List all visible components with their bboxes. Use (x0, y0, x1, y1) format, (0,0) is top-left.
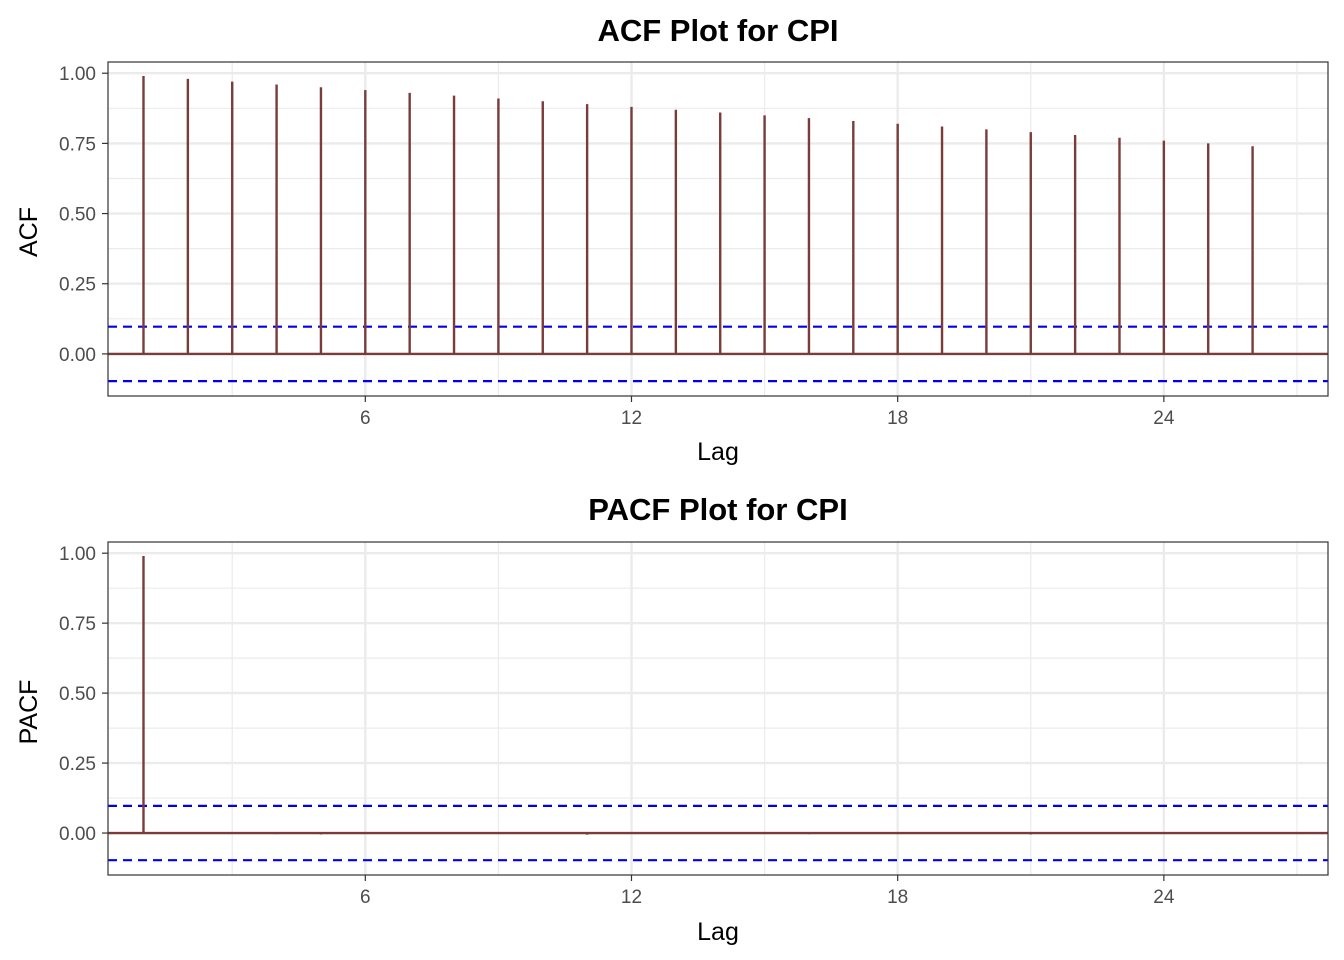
acf-x-tick-label: 6 (360, 408, 371, 429)
pacf-y-tick-label: 0.75 (59, 614, 96, 635)
pacf-panel-background (108, 542, 1328, 875)
pacf-y-tick-label: 0.00 (59, 824, 96, 845)
pacf-x-axis-title: Lag (697, 918, 739, 946)
acf-y-tick-label: 0.75 (59, 134, 96, 155)
pacf-y-tick-label: 0.50 (59, 684, 96, 705)
pacf-chart-title: PACF Plot for CPI (588, 492, 847, 527)
acf-chart-title: ACF Plot for CPI (597, 13, 838, 48)
acf-panel-border (107, 61, 1329, 397)
pacf-panel-border (107, 541, 1329, 876)
acf-y-tick-label: 0.50 (59, 205, 96, 226)
acf-x-axis-title: Lag (697, 438, 739, 466)
pacf-y-tick-label: 0.25 (59, 754, 96, 775)
pacf-x-tick-label: 12 (621, 887, 642, 908)
acf-plot-area: 6 12 18 24 0.00 0.25 0.50 0.75 1.00 (59, 61, 1329, 429)
pacf-x-tick-label: 24 (1153, 887, 1175, 908)
acf-y-tick-label: 1.00 (59, 64, 96, 85)
acf-x-tick-label: 12 (621, 408, 642, 429)
pacf-panel: PACF Plot for CPI 6 12 18 24 0.00 0.25 0.50 0.7… (15, 492, 1329, 946)
pacf-plot-area: 6 12 18 24 0.00 0.25 0.50 0.75 1.00 (59, 541, 1329, 908)
pacf-y-axis-title: PACF (15, 680, 43, 745)
acf-y-axis-title: ACF (15, 207, 43, 257)
acf-y-tick-label: 0.25 (59, 275, 96, 296)
acf-panel: ACF Plot for CPI 6 12 18 24 0.00 0.25 0.50 0.75… (15, 13, 1329, 466)
acf-x-tick-label: 18 (887, 408, 908, 429)
acf-y-tick-label: 0.00 (59, 345, 96, 366)
pacf-x-tick-label: 6 (360, 887, 371, 908)
pacf-x-tick-label: 18 (887, 887, 908, 908)
acf-x-tick-label: 24 (1153, 408, 1175, 429)
acf-panel-background (108, 62, 1328, 396)
pacf-y-tick-label: 1.00 (59, 544, 96, 565)
